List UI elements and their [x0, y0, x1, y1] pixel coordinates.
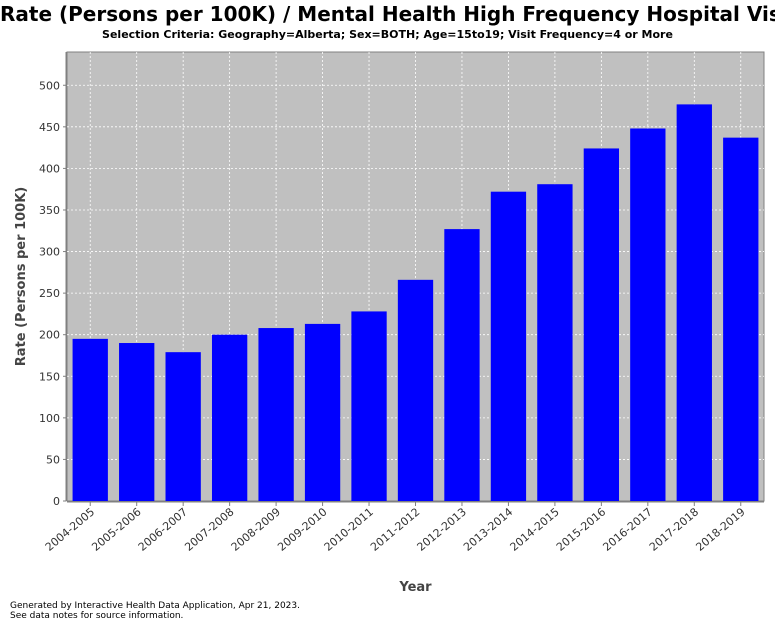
footer-notes: See data notes for source information. [10, 611, 184, 621]
bar-2015-2016[interactable] [583, 148, 620, 502]
x-tick-label: 2009-2010 [275, 505, 329, 554]
x-tick-label: 2008-2009 [229, 505, 283, 554]
y-tick-label: 300 [39, 246, 60, 259]
x-tick-label: 2016-2017 [600, 505, 654, 554]
bar-2014-2015[interactable] [537, 184, 573, 501]
x-tick-label: 2004-2005 [43, 505, 97, 554]
bar-2006-2007[interactable] [165, 352, 201, 501]
x-tick-label: 2006-2007 [136, 505, 190, 554]
bar-2012-2013[interactable] [444, 229, 480, 501]
x-tick-label: 2011-2012 [368, 505, 422, 554]
bar-2008-2009[interactable] [258, 328, 294, 501]
x-tick-label: 2007-2008 [182, 505, 236, 554]
y-tick-label: 50 [46, 453, 60, 466]
y-tick-label: 350 [39, 204, 60, 217]
bar-2004-2005[interactable] [72, 338, 108, 501]
x-tick-label: 2013-2014 [461, 505, 515, 554]
y-tick-label: 200 [39, 329, 60, 342]
footer-generated: Generated by Interactive Health Data App… [10, 601, 300, 611]
y-tick-label: 150 [39, 370, 60, 383]
y-tick-label: 400 [39, 162, 60, 175]
bar-2017-2018[interactable] [676, 104, 712, 501]
bar-2005-2006[interactable] [119, 343, 155, 501]
y-tick-label: 450 [39, 121, 60, 134]
bar-2007-2008[interactable] [211, 334, 248, 501]
bar-2016-2017[interactable] [630, 128, 666, 502]
y-tick-label: 500 [39, 79, 60, 92]
x-tick-label: 2014-2015 [508, 505, 562, 554]
y-tick-label: 250 [39, 287, 60, 300]
x-axis-title: Year [398, 580, 432, 595]
x-tick-label: 2010-2011 [322, 505, 376, 554]
bar-2011-2012[interactable] [397, 279, 434, 501]
x-tick-label: 2015-2016 [554, 505, 608, 554]
x-tick-label: 2017-2018 [647, 505, 701, 554]
chart-title: Rate (Persons per 100K) / Mental Health … [0, 2, 775, 26]
x-tick-label: 2012-2013 [415, 505, 469, 554]
y-axis-title: Rate (Persons per 100K) [14, 187, 29, 366]
x-tick-label: 2018-2019 [693, 505, 747, 554]
x-tick-label: 2005-2006 [89, 505, 143, 554]
y-tick-label: 100 [39, 412, 60, 425]
bar-2013-2014[interactable] [490, 191, 527, 501]
bar-2009-2010[interactable] [304, 323, 341, 501]
bar-2010-2011[interactable] [351, 311, 387, 501]
bar-2018-2019[interactable] [723, 137, 759, 502]
chart-subtitle: Selection Criteria: Geography=Alberta; S… [102, 28, 673, 41]
y-tick-label: 0 [53, 495, 60, 508]
